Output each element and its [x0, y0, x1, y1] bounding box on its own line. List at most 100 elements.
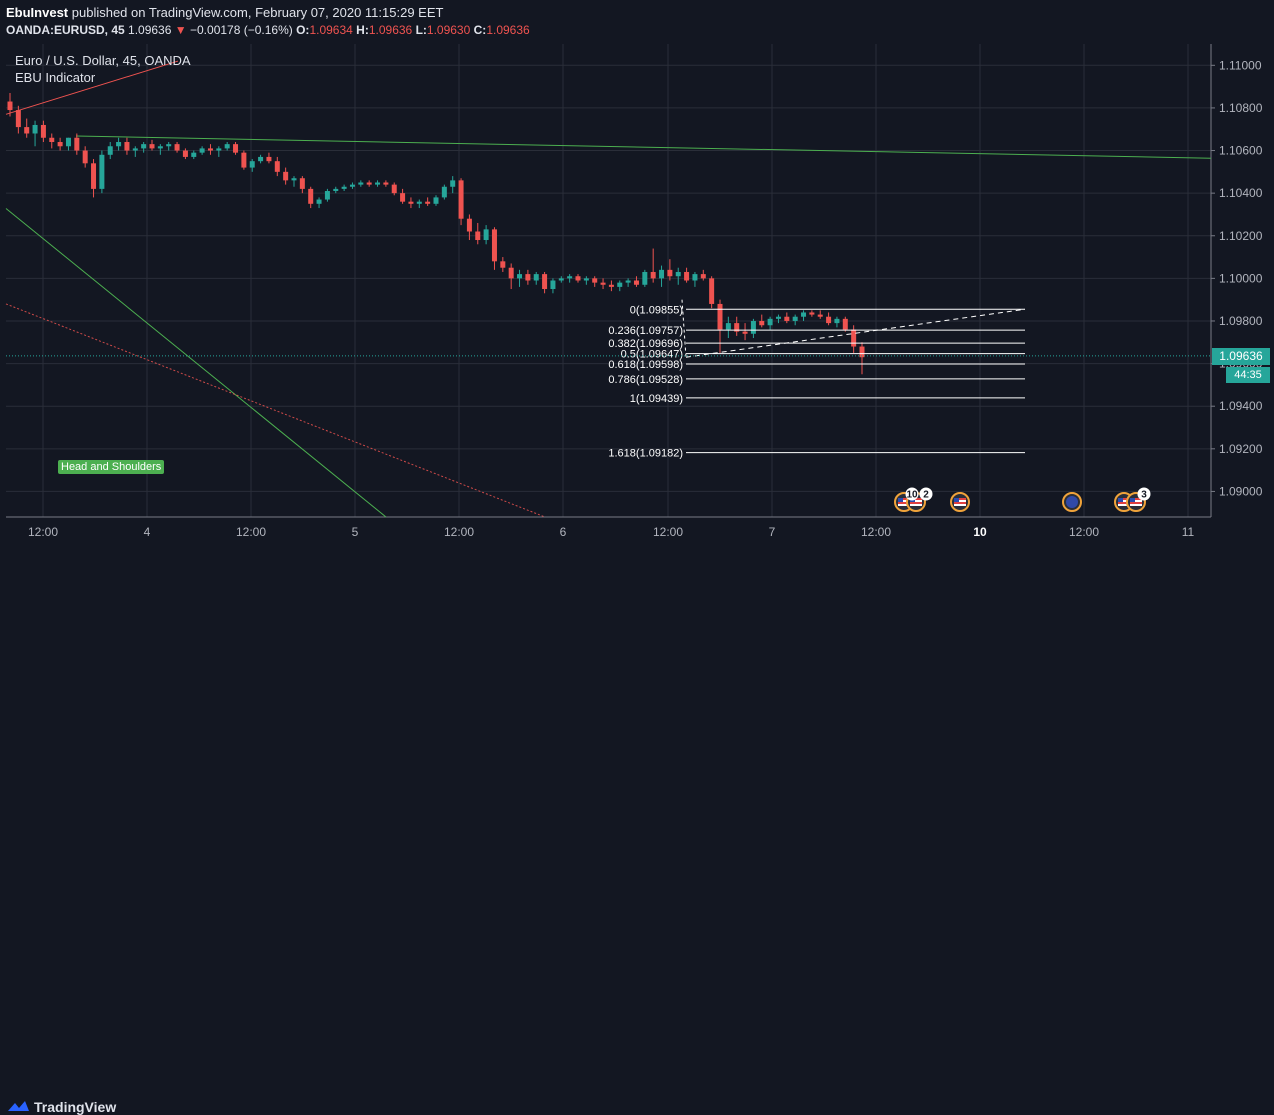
- us-flag-canton: [898, 498, 903, 502]
- price-change: −0.00178 (−0.16%): [190, 23, 293, 37]
- y-tick-label: 1.10200: [1219, 229, 1263, 243]
- candle-body: [809, 312, 815, 315]
- candle-body: [542, 274, 548, 290]
- candle-body: [291, 178, 297, 181]
- x-tick-label: 12:00: [444, 525, 474, 539]
- candle-body: [583, 278, 589, 281]
- candle-body: [558, 278, 564, 281]
- us-flag-stripe: [1118, 502, 1130, 504]
- x-tick-label: 10: [973, 525, 987, 539]
- fib-level-label: 1.618(1.09182): [608, 448, 683, 460]
- candle-body: [734, 323, 740, 332]
- author-name[interactable]: EbuInvest: [6, 5, 69, 20]
- x-tick-label: 5: [352, 525, 359, 539]
- x-tick-label: 6: [560, 525, 567, 539]
- candle-body: [91, 163, 97, 189]
- pattern-label[interactable]: Head and Shoulders: [58, 460, 165, 474]
- candle-body: [859, 346, 865, 358]
- legend-indicator[interactable]: EBU Indicator: [15, 70, 96, 85]
- candle-body: [400, 193, 406, 202]
- candle-body: [82, 150, 88, 164]
- candle-body: [40, 124, 46, 138]
- x-tick-label: 12:00: [653, 525, 683, 539]
- event-count-label: 2: [923, 490, 929, 501]
- candle-body: [692, 274, 698, 281]
- fib-level-label: 0.382(1.09696): [608, 338, 683, 350]
- candle-body: [842, 318, 848, 330]
- candle-body: [375, 182, 381, 185]
- low-label: L:: [415, 23, 427, 37]
- us-flag-stripe: [1130, 498, 1142, 500]
- candle-body: [416, 201, 422, 204]
- down-arrow-icon: ▼: [174, 23, 187, 37]
- y-tick-label: 1.10000: [1219, 271, 1263, 285]
- candle-body: [166, 144, 172, 147]
- candle-body: [15, 110, 21, 128]
- candle-body: [391, 184, 397, 194]
- open-label: O:: [296, 23, 310, 37]
- x-tick-label: 12:00: [1069, 525, 1099, 539]
- candle-body: [600, 282, 606, 285]
- candle-body: [24, 127, 30, 134]
- candle-body: [517, 274, 523, 279]
- candle-body: [116, 142, 122, 147]
- candle-body: [608, 284, 614, 287]
- fib-level-label: 0.5(1.09647): [621, 349, 683, 361]
- candle-body: [341, 186, 347, 189]
- candle-body: [575, 276, 581, 281]
- neckline-trendline: [5, 208, 387, 518]
- candle-body: [316, 199, 322, 204]
- candle-body: [7, 101, 13, 111]
- candle-body: [366, 182, 372, 185]
- candle-body: [383, 182, 389, 185]
- candle-body: [750, 320, 756, 334]
- candle-body: [308, 188, 314, 204]
- candle-body: [775, 316, 781, 319]
- us-flag-stripe: [954, 498, 966, 500]
- target-dotted-line: [5, 303, 546, 518]
- candle-body: [207, 148, 213, 151]
- candle-body: [141, 144, 147, 149]
- candle-body: [57, 142, 63, 147]
- candle-body: [659, 269, 665, 279]
- candle-body: [617, 282, 623, 287]
- y-tick-label: 1.09800: [1219, 314, 1263, 328]
- high-label: H:: [356, 23, 369, 37]
- candle-body: [817, 314, 823, 317]
- open-value: 1.09634: [309, 23, 353, 37]
- eu-flag-icon: [1066, 496, 1078, 508]
- candle-body: [675, 271, 681, 277]
- candle-body: [157, 146, 163, 149]
- candle-body: [667, 269, 673, 277]
- candle-body: [224, 144, 230, 149]
- resistance-trendline: [75, 135, 1212, 159]
- published-text: published on TradingView.com, February 0…: [71, 5, 444, 20]
- tradingview-logo-icon: [8, 1101, 29, 1111]
- x-tick-label: 11: [1182, 525, 1195, 539]
- brand-name[interactable]: TradingView: [34, 1099, 117, 1115]
- candle-body: [199, 148, 205, 153]
- candle-body: [266, 156, 272, 162]
- candle-body: [349, 184, 355, 187]
- candle-body: [274, 161, 280, 172]
- price-chart[interactable]: 1.11000 1.10800 1.10600 1.10400 1.10200 1.100…: [0, 0, 1274, 545]
- candle-body: [74, 137, 80, 151]
- low-value: 1.09630: [426, 23, 471, 37]
- fib-level-label: 1(1.09439): [630, 393, 683, 405]
- fib-trend-dashed: [685, 308, 1026, 358]
- candle-body: [216, 148, 222, 151]
- us-flag-stripe: [898, 498, 910, 500]
- bar-countdown: 44:35: [1226, 367, 1270, 383]
- candle-body: [650, 271, 656, 279]
- footer: TradingView: [0, 545, 1274, 1115]
- candle-body: [475, 231, 481, 241]
- us-flag-stripe: [898, 502, 910, 504]
- candle-body: [508, 267, 514, 279]
- event-count-label: 10: [906, 490, 918, 501]
- candle-body: [742, 331, 748, 334]
- candle-body: [633, 280, 639, 285]
- candle-body: [49, 137, 55, 143]
- candle-body: [258, 156, 264, 162]
- candle-body: [491, 229, 497, 262]
- candle-body: [709, 278, 715, 304]
